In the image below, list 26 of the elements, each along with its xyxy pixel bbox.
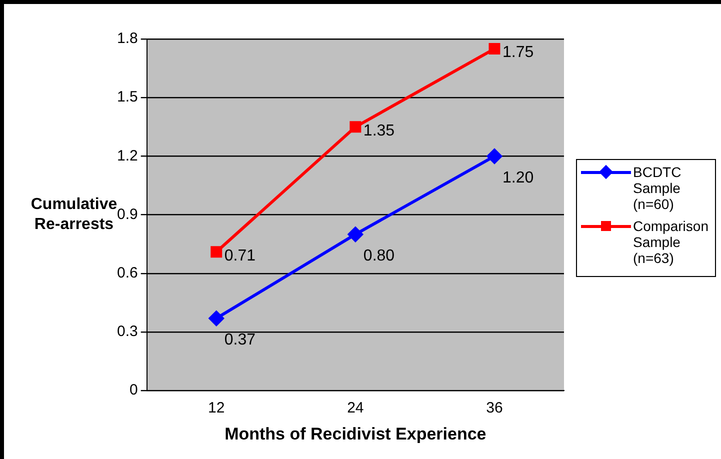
data-label: 0.71 bbox=[224, 247, 256, 264]
point bbox=[486, 148, 502, 164]
data-label: 0.37 bbox=[224, 332, 256, 349]
y-tick-label: 0.6 bbox=[116, 264, 138, 282]
x-axis-title: Months of Recidivist Experience bbox=[224, 424, 486, 444]
data-label: 1.75 bbox=[502, 44, 534, 62]
y-tick-label: 0 bbox=[130, 382, 138, 399]
y-tick-label: 1.2 bbox=[116, 147, 138, 164]
legend-label: Comparison Sample (n=63) bbox=[633, 218, 708, 266]
y-axis-title: Cumulative Re-arrests bbox=[30, 196, 118, 234]
point bbox=[208, 310, 224, 326]
y-tick-label: 1.8 bbox=[116, 30, 138, 48]
legend-label: BCDTC Sample (n=60) bbox=[633, 164, 682, 212]
x-tick-label: 36 bbox=[486, 400, 503, 417]
point bbox=[350, 121, 362, 133]
y-tick-label: 0.3 bbox=[116, 323, 138, 340]
x-tick-label: 24 bbox=[347, 400, 364, 417]
y-tick-label: 1.5 bbox=[116, 88, 138, 106]
point bbox=[488, 43, 500, 55]
data-label: 1.35 bbox=[363, 122, 395, 140]
data-label: 1.20 bbox=[502, 170, 534, 187]
point bbox=[210, 246, 222, 258]
point bbox=[348, 226, 363, 242]
y-tick-label: 0.9 bbox=[116, 206, 138, 223]
data-label: 0.80 bbox=[363, 248, 395, 265]
x-tick-label: 12 bbox=[208, 400, 225, 417]
